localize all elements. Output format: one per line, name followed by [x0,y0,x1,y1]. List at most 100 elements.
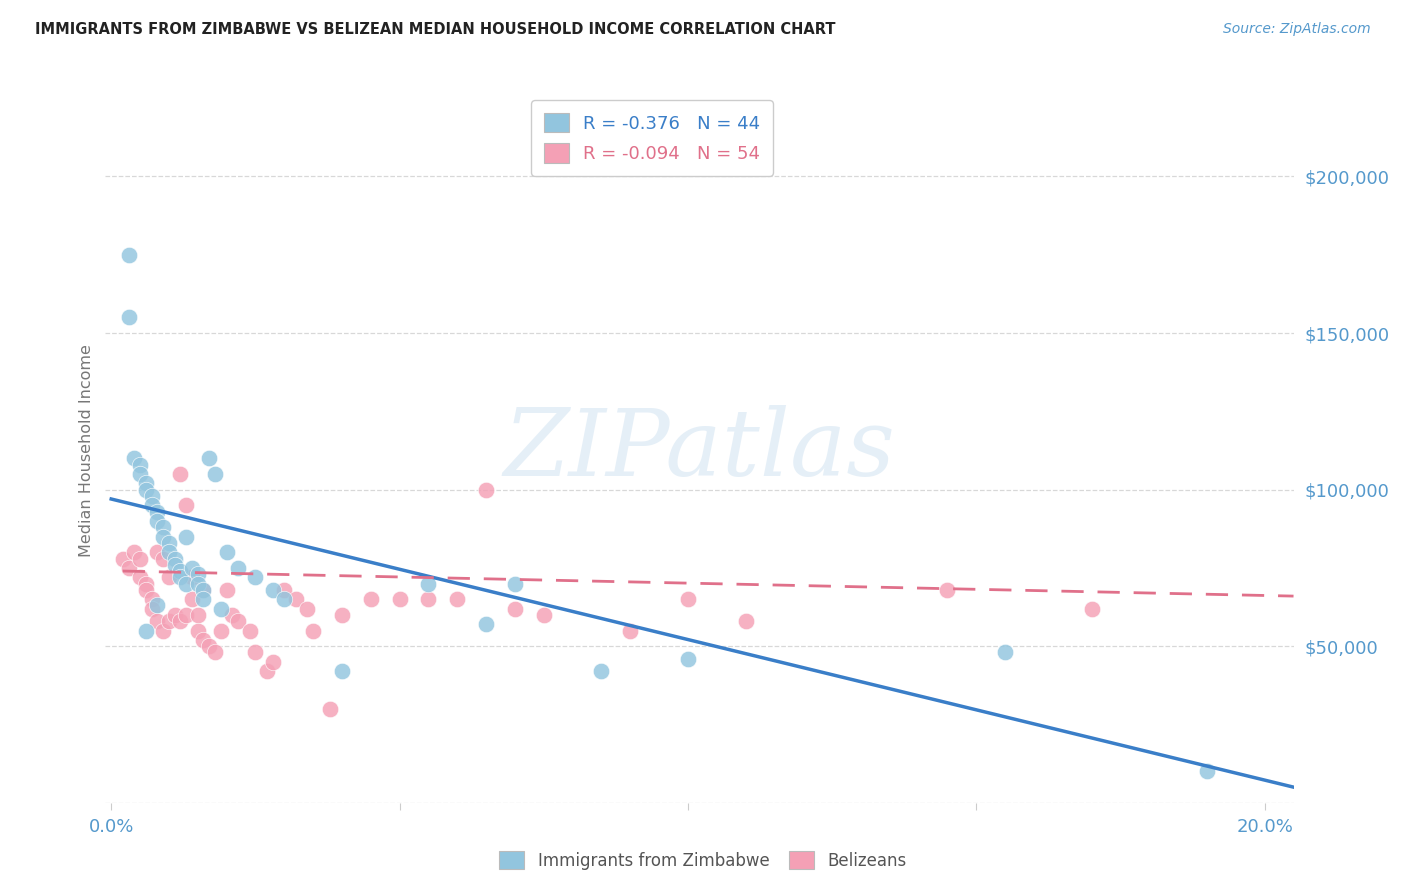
Point [146,614,169,628]
Point [209,624,232,638]
Point [446,592,468,607]
Point [181,592,204,607]
Point [418,592,440,607]
Point [1195,764,1218,779]
Point [418,576,440,591]
Point [146,514,169,528]
Point [193,592,215,607]
Point [129,467,152,481]
Point [169,570,191,584]
Point [181,561,204,575]
Point [204,467,226,481]
Point [215,545,238,559]
Point [169,467,191,481]
Point [734,614,756,628]
Point [284,592,307,607]
Point [262,655,284,669]
Point [198,639,221,653]
Point [245,570,267,584]
Point [533,607,555,622]
Point [152,530,174,544]
Point [152,520,174,534]
Point [475,483,498,497]
Point [245,645,267,659]
Point [330,607,353,622]
Point [330,665,353,679]
Text: ZIPatlas: ZIPatlas [503,406,896,495]
Point [146,599,169,613]
Point [187,607,209,622]
Point [124,451,146,466]
Point [157,536,180,550]
Point [193,632,215,647]
Point [146,504,169,518]
Point [187,567,209,582]
Point [209,601,232,615]
Point [135,483,157,497]
Point [388,592,411,607]
Point [262,582,284,597]
Point [676,592,699,607]
Point [226,561,249,575]
Point [117,310,139,325]
Point [141,592,163,607]
Point [141,601,163,615]
Point [129,570,152,584]
Point [215,582,238,597]
Point [503,576,526,591]
Point [193,582,215,597]
Point [475,617,498,632]
Point [198,451,221,466]
Point [297,601,319,615]
Point [273,582,295,597]
Point [256,665,278,679]
Point [157,545,180,559]
Point [187,576,209,591]
Point [135,476,157,491]
Point [152,551,174,566]
Point [169,614,191,628]
Point [169,564,191,578]
Point [174,576,197,591]
Point [141,489,163,503]
Point [591,665,613,679]
Point [193,582,215,597]
Point [174,498,197,512]
Point [141,498,163,512]
Point [187,624,209,638]
Point [239,624,262,638]
Text: IMMIGRANTS FROM ZIMBABWE VS BELIZEAN MEDIAN HOUSEHOLD INCOME CORRELATION CHART: IMMIGRANTS FROM ZIMBABWE VS BELIZEAN MED… [35,22,835,37]
Point [936,582,959,597]
Point [503,601,526,615]
Point [226,614,249,628]
Point [163,551,186,566]
Legend: Immigrants from Zimbabwe, Belizeans: Immigrants from Zimbabwe, Belizeans [492,845,914,877]
Point [117,248,139,262]
Point [174,607,197,622]
Text: Source: ZipAtlas.com: Source: ZipAtlas.com [1223,22,1371,37]
Point [221,607,243,622]
Point [152,624,174,638]
Point [157,570,180,584]
Point [994,645,1017,659]
Point [163,607,186,622]
Point [157,614,180,628]
Point [129,551,152,566]
Point [163,558,186,572]
Point [1080,601,1102,615]
Point [273,592,295,607]
Point [319,702,342,716]
Point [117,561,139,575]
Point [302,624,325,638]
Point [129,458,152,472]
Point [204,645,226,659]
Legend: R = -0.376   N = 44, R = -0.094   N = 54: R = -0.376 N = 44, R = -0.094 N = 54 [531,100,773,176]
Point [676,651,699,665]
Point [124,545,146,559]
Point [146,545,169,559]
Point [135,576,157,591]
Point [174,530,197,544]
Point [111,551,134,566]
Point [360,592,382,607]
Point [135,624,157,638]
